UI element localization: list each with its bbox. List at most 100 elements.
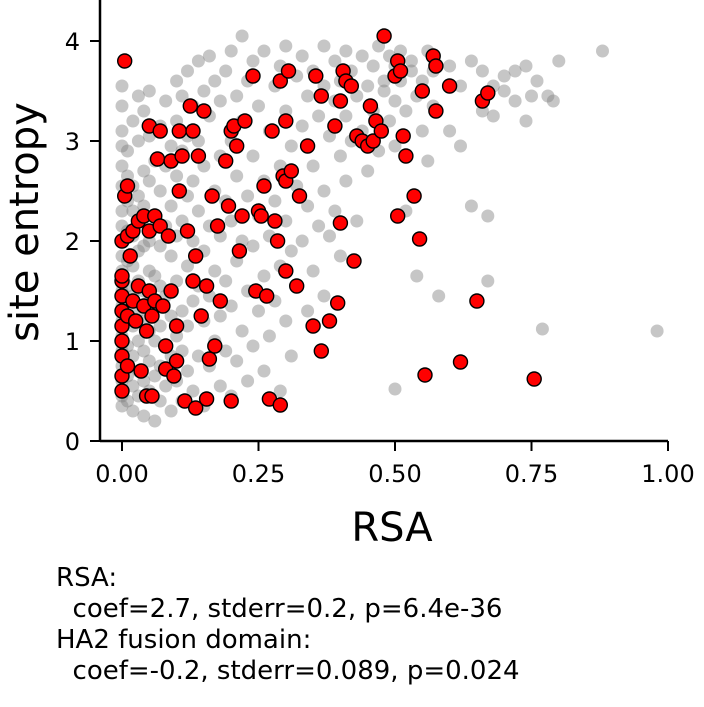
all-sites-point	[481, 274, 495, 288]
all-sites-point	[481, 209, 495, 223]
x-tick-label: 1.00	[641, 460, 694, 488]
all-sites-point	[257, 269, 271, 283]
ha2-fusion-point	[138, 323, 155, 339]
ha2-fusion-point	[392, 63, 409, 79]
all-sites-point	[317, 184, 331, 198]
all-sites-point	[295, 49, 309, 63]
all-sites-point	[361, 164, 375, 178]
x-tick-label: 0.75	[505, 460, 558, 488]
all-sites-point	[497, 84, 511, 98]
ha2-fusion-point	[321, 313, 338, 329]
ha2-fusion-point	[190, 148, 207, 164]
ha2-fusion-point	[376, 28, 392, 44]
ha2-fusion-point	[144, 308, 160, 324]
all-sites-point	[257, 364, 271, 378]
all-sites-point	[252, 304, 265, 318]
ha2-fusion-point	[291, 188, 308, 204]
all-sites-point	[535, 322, 549, 336]
ha2-fusion-point	[373, 123, 389, 139]
ha2-fusion-point	[237, 113, 253, 129]
ha2-fusion-point	[209, 218, 226, 234]
ha2-fusion-point	[253, 208, 269, 224]
all-sites-point	[230, 354, 244, 368]
all-sites-point	[230, 169, 244, 183]
ha2-fusion-point	[119, 358, 136, 374]
all-sites-point	[159, 379, 173, 393]
all-sites-point	[317, 39, 331, 53]
all-sites-point	[530, 74, 544, 88]
all-sites-point	[650, 324, 664, 338]
ha2-fusion-point	[390, 208, 406, 224]
ha2-fusion-point	[441, 78, 458, 94]
all-sites-point	[404, 54, 418, 68]
all-sites-point	[191, 54, 205, 68]
all-sites-point	[186, 174, 200, 188]
all-sites-point	[170, 169, 184, 183]
ha2-fusion-point	[152, 123, 168, 139]
ha2-fusion-point	[395, 128, 411, 144]
ha2-fusion-point	[163, 283, 179, 299]
all-sites-point	[252, 99, 265, 113]
all-sites-point	[137, 104, 151, 118]
all-sites-point	[508, 64, 522, 78]
all-sites-point	[142, 84, 156, 98]
all-sites-point	[219, 64, 233, 78]
all-sites-point	[388, 94, 402, 108]
y-tick-label: 0	[65, 428, 80, 456]
all-sites-point	[596, 44, 609, 58]
all-sites-point	[454, 79, 467, 93]
ha2-fusion-point	[414, 83, 430, 99]
all-sites-point	[115, 399, 129, 413]
all-sites-point	[388, 139, 402, 153]
ha2-fusion-point	[144, 388, 160, 404]
ha2-fusion-point	[171, 123, 188, 139]
all-sites-point	[366, 59, 380, 73]
all-sites-point	[432, 289, 446, 303]
x-tick-label: 0.00	[95, 460, 148, 488]
ha2-fusion-point	[362, 98, 379, 114]
ha2-fusion-point	[177, 393, 193, 409]
ha2-fusion-point	[365, 133, 381, 149]
y-axis-ticks: 0 1 2 3 4	[65, 28, 100, 456]
all-sites-point	[443, 124, 457, 138]
all-sites-point	[153, 279, 167, 293]
ha2-fusion-point	[193, 308, 209, 324]
all-sites-point	[115, 79, 129, 93]
ha2-fusion-point	[278, 113, 294, 129]
ha2-fusion-point	[264, 123, 280, 139]
ha2-fusion-point	[220, 198, 237, 214]
all-sites-point	[142, 354, 156, 368]
ha2-fusion-point	[204, 188, 220, 204]
ha2-fusion-point	[346, 253, 362, 269]
all-sites-point	[224, 214, 238, 228]
ha2-fusion-point	[278, 263, 294, 279]
ha2-fusion-point	[308, 68, 324, 84]
ha2-fusion-point	[119, 178, 136, 194]
all-sites-point	[224, 44, 238, 58]
all-sites-point	[268, 194, 282, 208]
all-sites-point	[415, 124, 429, 138]
y-tick-label: 4	[65, 28, 80, 56]
ha2-fusion-point	[157, 338, 174, 354]
ha2-fusion-point	[299, 138, 316, 154]
all-sites-point	[279, 314, 293, 328]
ha2-fusion-point	[269, 233, 286, 249]
ha2-fusion-point	[182, 98, 199, 114]
ha2-fusion-point	[122, 248, 138, 264]
ha2-fusion-point	[406, 188, 422, 204]
all-sites-point	[126, 404, 140, 418]
ha2-fusion-point	[174, 148, 190, 164]
stats-line-ha2-header: HA2 fusion domain:	[56, 625, 312, 655]
stats-line-rsa-header: RSA:	[56, 563, 118, 593]
ha2-fusion-point	[171, 183, 188, 199]
ha2-fusion-point	[343, 78, 359, 94]
all-sites-point	[131, 189, 145, 203]
all-sites-point	[164, 139, 178, 153]
ha2-fusion-point	[234, 208, 250, 224]
all-sites-point	[339, 109, 353, 123]
ha2-fusion-point	[114, 268, 130, 284]
ha2-fusion-point	[469, 293, 485, 309]
all-sites-point	[333, 249, 347, 263]
x-tick-label: 0.25	[232, 460, 285, 488]
all-sites-point	[246, 54, 260, 68]
